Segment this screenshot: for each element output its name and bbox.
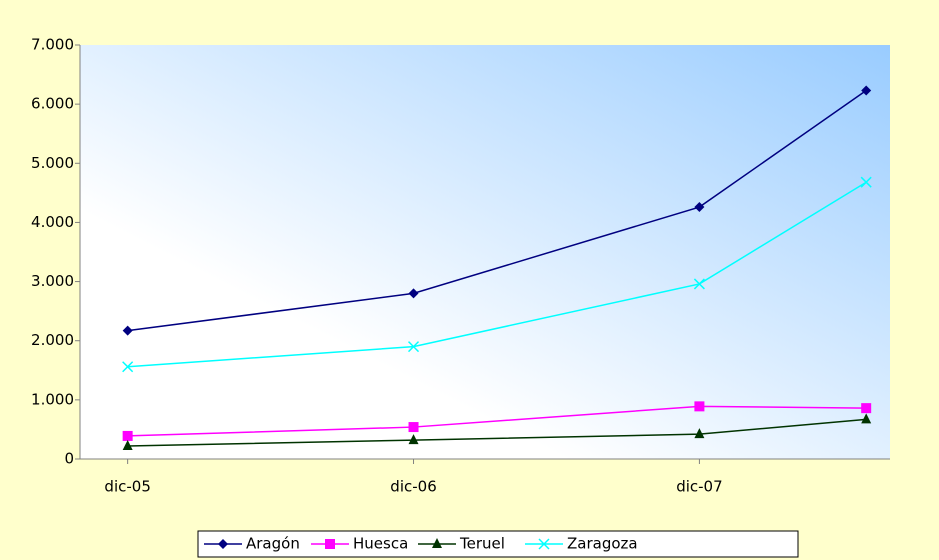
data-point [122,325,133,336]
data-point [861,85,872,96]
legend-label: Aragón [246,535,300,553]
series-line [127,89,867,332]
series-line [127,405,867,437]
data-point [408,434,419,445]
plot-area [80,45,890,459]
y-tick-label: 0 [64,450,74,468]
legend-marker [432,538,442,548]
data-point [122,439,133,450]
data-point [694,428,705,439]
data-point [694,202,705,213]
y-tick-label: 4.000 [31,213,74,231]
y-tick-label: 3.000 [31,272,74,290]
x-tick-label: dic-07 [676,478,722,496]
data-point [408,288,419,299]
series-line [127,181,867,368]
y-tick-label: 1.000 [31,390,74,408]
y-tick-label: 2.000 [31,331,74,349]
data-point [693,278,705,290]
legend-marker [325,539,335,549]
data-point [408,422,419,433]
legend-label: Teruel [459,535,505,553]
data-point [407,341,420,353]
y-tick-label: 7.000 [31,36,74,54]
data-point [122,430,133,441]
legend-marker [538,538,550,550]
y-tick-label: 6.000 [31,95,74,113]
y-tick-label: 5.000 [31,154,74,172]
x-tick-label: dic-06 [390,478,436,496]
x-tick-label: dic-05 [104,478,150,496]
legend-label: Zaragoza [567,535,638,553]
legend [197,530,799,558]
data-point [861,413,872,424]
data-point [122,361,134,373]
data-point [694,401,705,412]
legend-label: Huesca [353,535,408,553]
data-point [860,176,872,188]
legend-marker [218,539,228,549]
series-line [127,418,867,447]
data-point [861,403,872,414]
